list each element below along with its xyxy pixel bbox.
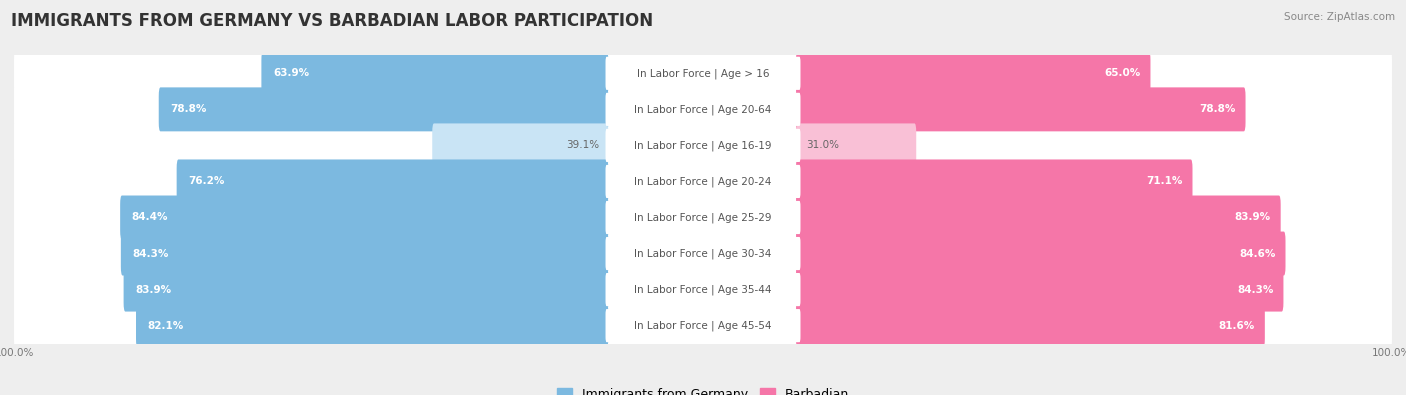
FancyBboxPatch shape	[14, 84, 1392, 135]
FancyBboxPatch shape	[606, 201, 800, 234]
FancyBboxPatch shape	[606, 57, 800, 90]
Text: In Labor Force | Age 16-19: In Labor Force | Age 16-19	[634, 140, 772, 150]
Text: In Labor Force | Age 45-54: In Labor Force | Age 45-54	[634, 320, 772, 331]
FancyBboxPatch shape	[796, 87, 1246, 132]
FancyBboxPatch shape	[14, 48, 1392, 99]
FancyBboxPatch shape	[121, 231, 609, 276]
Text: 78.8%: 78.8%	[1199, 104, 1236, 115]
FancyBboxPatch shape	[124, 267, 609, 312]
Text: 39.1%: 39.1%	[567, 140, 599, 150]
FancyBboxPatch shape	[14, 300, 1392, 351]
Text: 31.0%: 31.0%	[807, 140, 839, 150]
FancyBboxPatch shape	[262, 51, 609, 95]
FancyBboxPatch shape	[796, 160, 1192, 203]
Text: Source: ZipAtlas.com: Source: ZipAtlas.com	[1284, 12, 1395, 22]
Text: 83.9%: 83.9%	[135, 284, 172, 295]
Text: 84.6%: 84.6%	[1239, 248, 1275, 259]
FancyBboxPatch shape	[177, 160, 609, 203]
Text: 63.9%: 63.9%	[273, 68, 309, 78]
FancyBboxPatch shape	[159, 87, 609, 132]
FancyBboxPatch shape	[14, 120, 1392, 171]
Text: In Labor Force | Age 20-24: In Labor Force | Age 20-24	[634, 176, 772, 187]
FancyBboxPatch shape	[796, 304, 1265, 348]
FancyBboxPatch shape	[14, 264, 1392, 315]
Text: In Labor Force | Age > 16: In Labor Force | Age > 16	[637, 68, 769, 79]
Text: In Labor Force | Age 30-34: In Labor Force | Age 30-34	[634, 248, 772, 259]
Text: IMMIGRANTS FROM GERMANY VS BARBADIAN LABOR PARTICIPATION: IMMIGRANTS FROM GERMANY VS BARBADIAN LAB…	[11, 12, 654, 30]
Text: 84.3%: 84.3%	[1237, 284, 1274, 295]
Text: 76.2%: 76.2%	[188, 177, 225, 186]
Text: 83.9%: 83.9%	[1234, 213, 1271, 222]
FancyBboxPatch shape	[606, 93, 800, 126]
FancyBboxPatch shape	[606, 165, 800, 198]
FancyBboxPatch shape	[606, 237, 800, 270]
FancyBboxPatch shape	[796, 51, 1150, 95]
Text: 71.1%: 71.1%	[1146, 177, 1182, 186]
FancyBboxPatch shape	[606, 309, 800, 342]
FancyBboxPatch shape	[14, 228, 1392, 279]
FancyBboxPatch shape	[606, 129, 800, 162]
FancyBboxPatch shape	[14, 156, 1392, 207]
FancyBboxPatch shape	[796, 123, 917, 167]
FancyBboxPatch shape	[796, 196, 1281, 239]
FancyBboxPatch shape	[136, 304, 609, 348]
Text: 81.6%: 81.6%	[1219, 321, 1254, 331]
FancyBboxPatch shape	[120, 196, 609, 239]
FancyBboxPatch shape	[796, 231, 1285, 276]
Text: In Labor Force | Age 20-64: In Labor Force | Age 20-64	[634, 104, 772, 115]
Text: 82.1%: 82.1%	[148, 321, 184, 331]
FancyBboxPatch shape	[796, 267, 1284, 312]
Legend: Immigrants from Germany, Barbadian: Immigrants from Germany, Barbadian	[557, 388, 849, 395]
Text: 78.8%: 78.8%	[170, 104, 207, 115]
Text: In Labor Force | Age 35-44: In Labor Force | Age 35-44	[634, 284, 772, 295]
FancyBboxPatch shape	[606, 273, 800, 306]
Text: In Labor Force | Age 25-29: In Labor Force | Age 25-29	[634, 212, 772, 223]
Text: 65.0%: 65.0%	[1104, 68, 1140, 78]
FancyBboxPatch shape	[432, 123, 609, 167]
Text: 84.3%: 84.3%	[132, 248, 169, 259]
Text: 84.4%: 84.4%	[132, 213, 169, 222]
FancyBboxPatch shape	[14, 192, 1392, 243]
